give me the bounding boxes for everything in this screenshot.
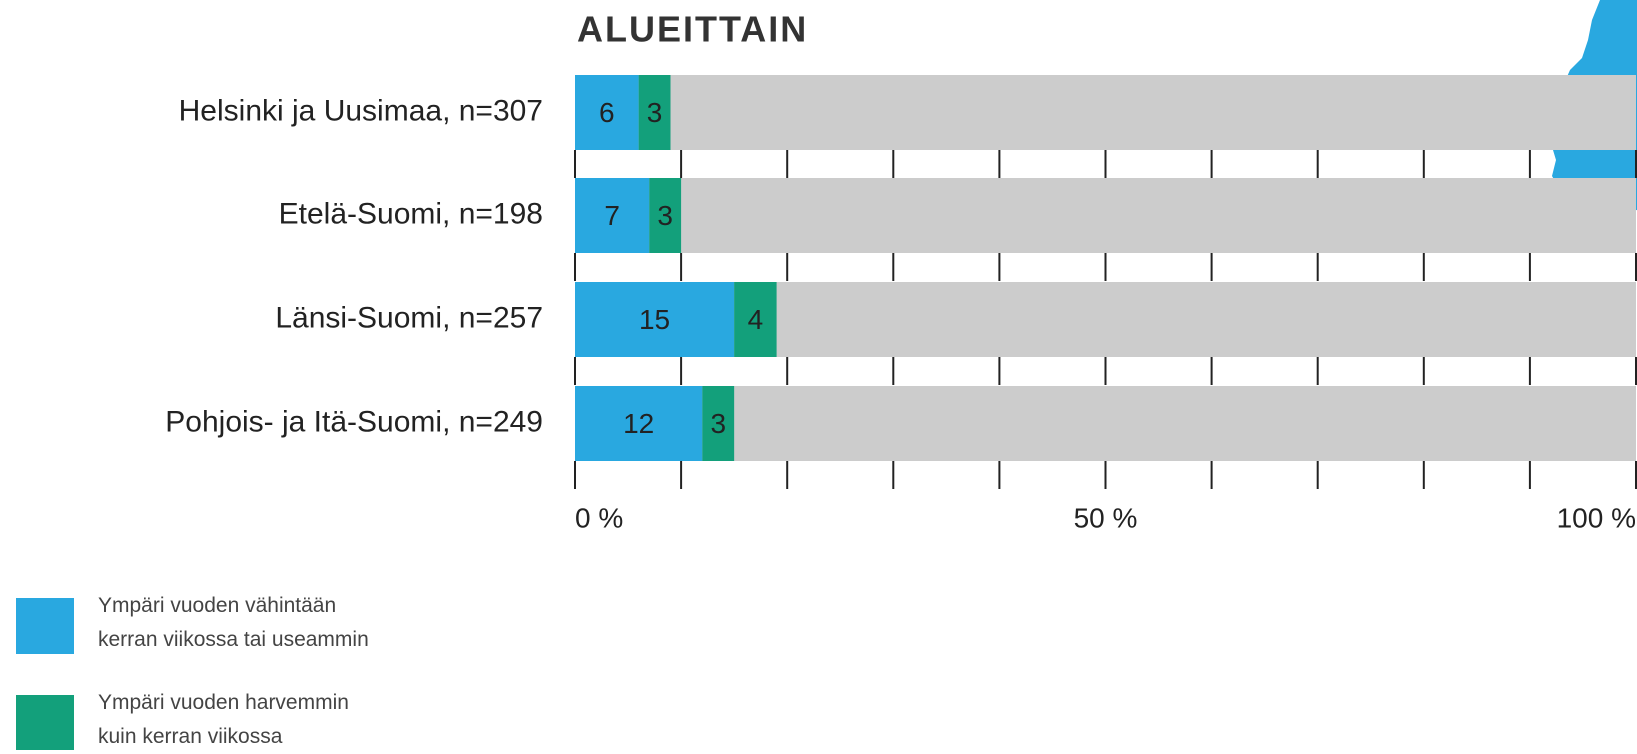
legend-label: Ympäri vuoden vähintään kerran viikossa … — [98, 594, 369, 651]
data-label: 3 — [647, 97, 663, 128]
bar — [734, 282, 777, 357]
bar-track — [575, 178, 1636, 253]
legend-swatch — [16, 695, 74, 750]
data-label: 12 — [623, 408, 654, 439]
y-tick-label: Helsinki ja Uusimaa, n=307 — [179, 94, 543, 127]
x-tick-label: 0 % — [575, 502, 623, 533]
y-tick-label: Pohjois- ja Itä-Suomi, n=249 — [165, 405, 543, 438]
bar — [575, 75, 639, 150]
data-label: 4 — [748, 304, 764, 335]
data-label: 15 — [639, 304, 670, 335]
bar — [575, 386, 703, 461]
bar — [575, 282, 735, 357]
data-label: 3 — [657, 200, 673, 231]
bar — [575, 178, 650, 253]
x-tick-label: 50 % — [1074, 502, 1138, 533]
data-label: 7 — [604, 200, 620, 231]
data-label: 3 — [710, 408, 726, 439]
bar — [702, 386, 735, 461]
bar-track — [575, 386, 1636, 461]
chart-title: ALUEITTAIN — [577, 9, 808, 50]
legend-label: Ympäri vuoden harvemmin kuin kerran viik… — [98, 691, 349, 748]
bar — [638, 75, 671, 150]
data-label: 6 — [599, 97, 615, 128]
legend-swatch — [16, 598, 74, 654]
y-tick-label: Etelä-Suomi, n=198 — [279, 197, 543, 230]
bar — [649, 178, 682, 253]
x-tick-label: 100 % — [1557, 502, 1636, 533]
y-tick-label: Länsi-Suomi, n=257 — [275, 301, 543, 334]
bar-track — [575, 75, 1636, 150]
